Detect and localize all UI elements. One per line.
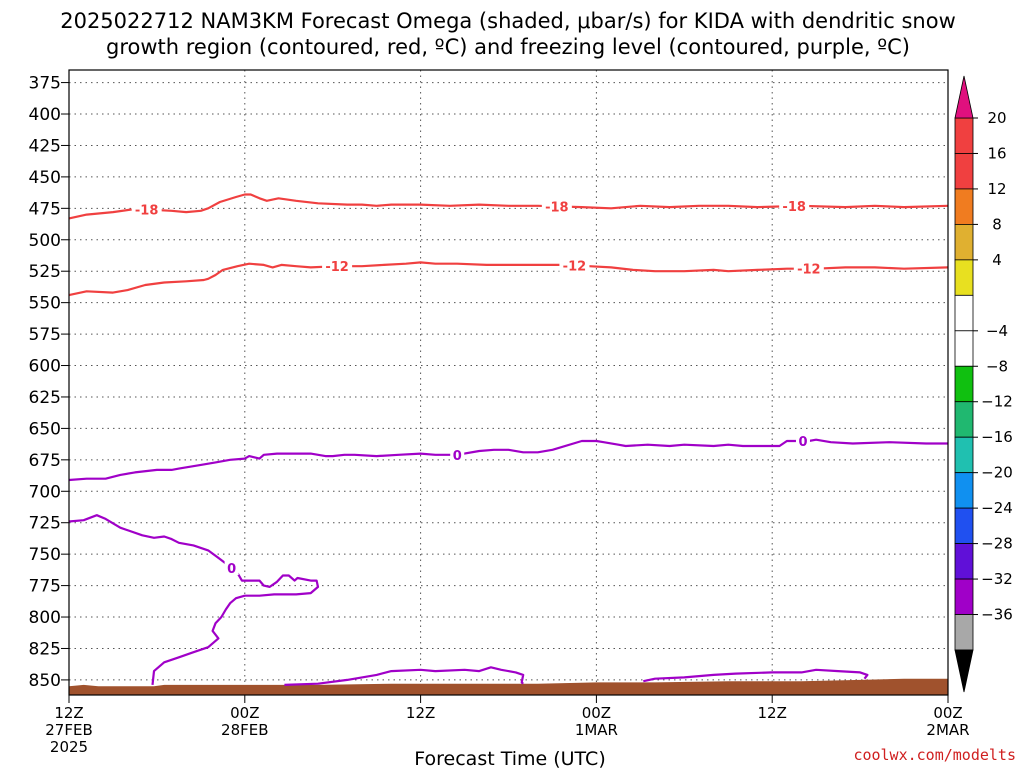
dendritic-contour-0 [68, 193, 949, 220]
plot-frame [68, 69, 949, 696]
colorbar-label: 8 [992, 215, 1002, 233]
colorbar-label: 16 [987, 144, 1006, 162]
contour-label-bg [322, 259, 353, 274]
contour-label-bg [795, 433, 810, 448]
contour-label: -12 [797, 263, 821, 278]
contour-label-bg [224, 560, 239, 575]
colorbar-top-arrow [954, 75, 974, 119]
contour-label: -18 [135, 204, 159, 219]
colorbar-bin [954, 294, 974, 332]
colorbar-bin [954, 578, 974, 615]
y-tick-label: 575 [29, 325, 61, 345]
y-tick-label: 850 [29, 671, 61, 691]
contour-label-bg [559, 258, 590, 273]
colorbar-bin [954, 223, 974, 261]
contour-label-bg [131, 202, 162, 217]
grid-lines [69, 70, 948, 695]
contour-label-bg [450, 447, 465, 462]
freezing-contour-3 [68, 514, 320, 686]
colorbar-bin [954, 365, 974, 403]
y-tick-label: 700 [29, 482, 61, 502]
y-tick-label: 600 [29, 357, 61, 377]
colorbar-bin [954, 188, 974, 225]
colorbar-label: −16 [981, 428, 1013, 446]
colorbar-label: −12 [981, 393, 1013, 411]
freezing-contour-5 [643, 668, 869, 683]
colorbar-label: −32 [981, 570, 1013, 588]
colorbar-label: 12 [987, 180, 1006, 198]
y-tick-label: 375 [29, 74, 61, 94]
contour-label-bg [793, 261, 824, 276]
y-tick-label: 400 [29, 105, 61, 125]
y-tick-label: 625 [29, 388, 61, 408]
y-tick-label: 475 [29, 199, 61, 219]
colorbar-label: 4 [992, 251, 1002, 269]
y-axis-ticks: 375 400 425 450 475 500 525 550 575 600 625 650 675 7… [29, 74, 69, 691]
contour-label: 0 [798, 435, 807, 450]
contour-labels: -18 -18 -18 -12 -12 -12 0 0 0 [131, 199, 824, 577]
colorbar-bin [954, 543, 974, 580]
colorbar-bin [954, 472, 974, 509]
x-tick-label: 12Z [758, 704, 787, 722]
x-tick-label: 00Z [582, 704, 611, 722]
y-tick-label: 775 [29, 577, 61, 597]
x-tick-label: 12Z [406, 704, 435, 722]
colorbar-bin [954, 153, 974, 190]
y-tick-label: 450 [29, 168, 61, 188]
chart-title-line-1: 2025022712 NAM3KM Forecast Omega (shaded… [60, 9, 956, 33]
chart-title-line-2: growth region (contoured, red, ºC) and f… [106, 35, 910, 59]
colorbar-label: −28 [981, 535, 1013, 553]
x-tick-label: 12Z [54, 704, 83, 722]
y-tick-label: 800 [29, 608, 61, 628]
x-tick-label: 2MAR [926, 721, 969, 739]
x-tick-label: 00Z [933, 704, 962, 722]
contour-label-bg [541, 199, 572, 214]
colorbar-bin [954, 117, 974, 154]
colorbar-bin [954, 330, 974, 367]
y-tick-label: 725 [29, 514, 61, 534]
colorbar-bin [954, 401, 974, 438]
y-tick-label: 825 [29, 639, 61, 659]
contour-label: -18 [545, 200, 569, 215]
contour-label: 0 [453, 449, 462, 464]
x-tick-label: 28FEB [221, 721, 268, 739]
colorbar: 20 16 12 8 4 −4 −8 −12 −16 −20 −24 −28 −32 −36 [954, 75, 1013, 693]
colorbar-label: −20 [981, 464, 1013, 482]
y-tick-label: 500 [29, 231, 61, 251]
colorbar-label: −36 [981, 606, 1013, 624]
freezing-contour-4 [284, 666, 525, 686]
colorbar-bin [954, 507, 974, 544]
credit-text: coolwx.com/modelts [853, 746, 1016, 764]
y-tick-label: 750 [29, 545, 61, 565]
contour-label: -12 [563, 259, 587, 274]
x-axis-label: Forecast Time (UTC) [414, 748, 605, 768]
y-tick-label: 425 [29, 136, 61, 156]
terrain-fill [69, 678, 948, 695]
dendritic-contour-1 [68, 261, 949, 297]
y-tick-label: 525 [29, 262, 61, 282]
contour-label: 0 [227, 562, 236, 577]
x-tick-label: 00Z [230, 704, 259, 722]
colorbar-bin [954, 436, 974, 474]
colorbar-label: −8 [986, 357, 1008, 375]
x-tick-label: 2025 [50, 738, 88, 756]
freezing-contour-2 [68, 438, 948, 482]
x-tick-label: 1MAR [575, 721, 618, 739]
y-tick-label: 550 [29, 294, 61, 314]
y-tick-label: 675 [29, 451, 61, 471]
colorbar-bin [954, 259, 974, 296]
colorbar-label: 20 [987, 109, 1006, 127]
colorbar-label: −24 [981, 499, 1013, 517]
colorbar-bin [954, 614, 974, 651]
x-tick-label: 27FEB [45, 721, 92, 739]
colorbar-bottom-arrow [954, 649, 974, 693]
contour-label: -18 [782, 200, 806, 215]
terrain-layer [69, 678, 948, 695]
contour-label-bg [779, 199, 810, 214]
colorbar-label: −4 [986, 322, 1008, 340]
y-tick-label: 650 [29, 419, 61, 439]
contour-label: -12 [325, 260, 349, 275]
